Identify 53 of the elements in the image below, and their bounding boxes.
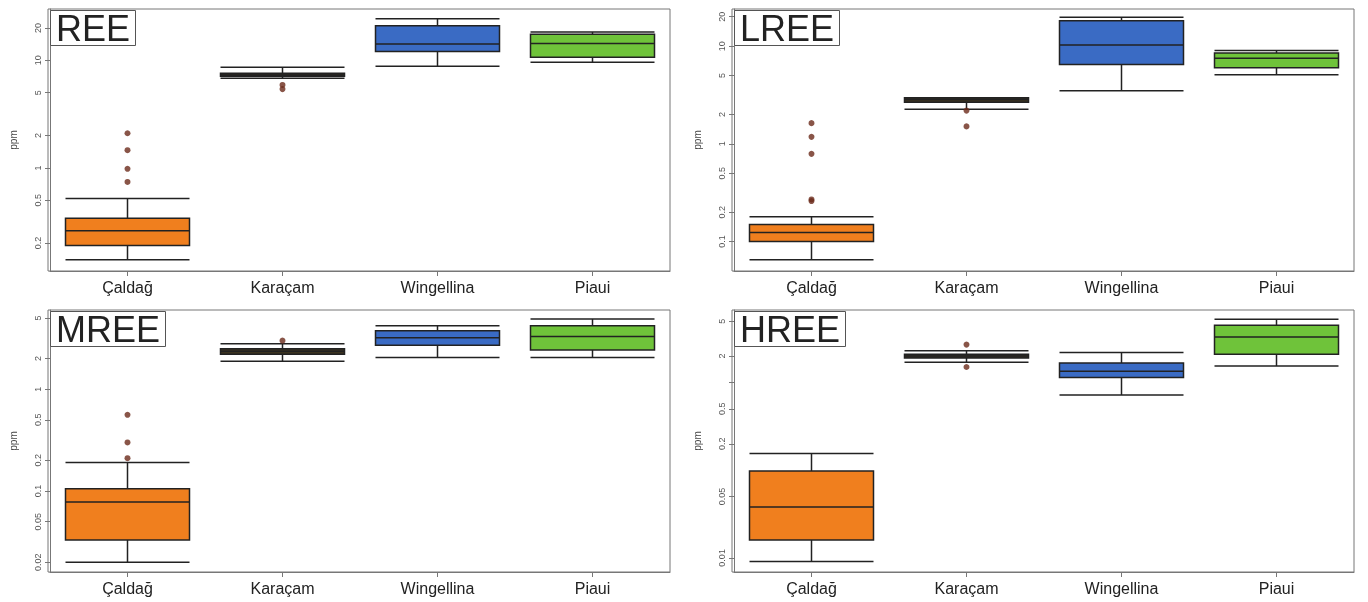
x-tick-label: Piaui (1258, 278, 1295, 296)
x-tick-label: Çaldağ (102, 579, 153, 597)
y-tick-label: 0.1 (32, 484, 43, 498)
y-axis-title: ppm (7, 130, 19, 150)
x-tick-label: Çaldağ (786, 278, 837, 296)
x-tick-label: Karaçam (250, 278, 315, 296)
y-tick-label: 0.01 (716, 549, 727, 567)
x-tick-label: Piaui (574, 579, 611, 597)
y-tick-label: 20 (32, 22, 43, 33)
y-axis-title: ppm (7, 431, 19, 451)
y-tick-label: 2 (716, 353, 727, 359)
x-tick-label: Piaui (574, 278, 611, 296)
y-tick-label: 20 (716, 11, 727, 22)
y-tick-label: 2 (32, 356, 43, 362)
x-tick-label: Çaldağ (786, 579, 837, 597)
y-tick-label: 0.05 (716, 487, 727, 506)
chart-title: LREE (740, 7, 835, 49)
chart-title: HREE (740, 308, 841, 350)
y-tick-label: 0.2 (32, 236, 43, 250)
y-tick-label: 1 (32, 165, 43, 171)
y-tick-label: 5 (32, 90, 43, 96)
x-tick-label: Piaui (1258, 579, 1295, 597)
x-tick-label: Karaçam (250, 579, 315, 597)
y-tick-label: 0.5 (32, 194, 43, 207)
y-tick-label: 5 (32, 315, 43, 321)
chart-title: REE (56, 7, 131, 49)
x-tick-label: Wingellina (400, 579, 475, 597)
y-tick-label: 0.5 (32, 413, 43, 427)
y-tick-label: 0.2 (32, 454, 43, 467)
x-tick-label: Çaldağ (102, 278, 153, 296)
y-tick-label: 0.1 (716, 235, 727, 248)
x-tick-label: Wingellina (400, 278, 475, 296)
y-tick-label: 2 (32, 133, 43, 139)
y-tick-label: 2 (716, 111, 727, 117)
y-tick-label: 0.5 (716, 402, 727, 416)
y-tick-label: 0.02 (32, 553, 43, 571)
y-tick-label: 0.2 (716, 437, 727, 451)
y-tick-label: 10 (32, 55, 43, 66)
y-tick-label: 0.5 (716, 167, 727, 180)
x-tick-label: Wingellina (1084, 579, 1159, 597)
y-tick-label: 5 (716, 73, 727, 79)
y-axis-title: ppm (691, 130, 703, 150)
x-tick-label: Wingellina (1084, 278, 1159, 296)
y-tick-label: 10 (716, 41, 727, 52)
y-tick-label: 0.2 (716, 205, 727, 219)
y-tick-label: 5 (716, 318, 727, 324)
y-tick-label: 1 (716, 141, 727, 147)
x-tick-label: Karaçam (934, 579, 999, 597)
y-axis-title: ppm (691, 431, 703, 451)
x-tick-label: Karaçam (934, 278, 999, 296)
y-tick-label: 0.05 (32, 512, 43, 531)
y-tick-label: 1 (32, 386, 43, 392)
chart-title: MREE (56, 308, 161, 350)
